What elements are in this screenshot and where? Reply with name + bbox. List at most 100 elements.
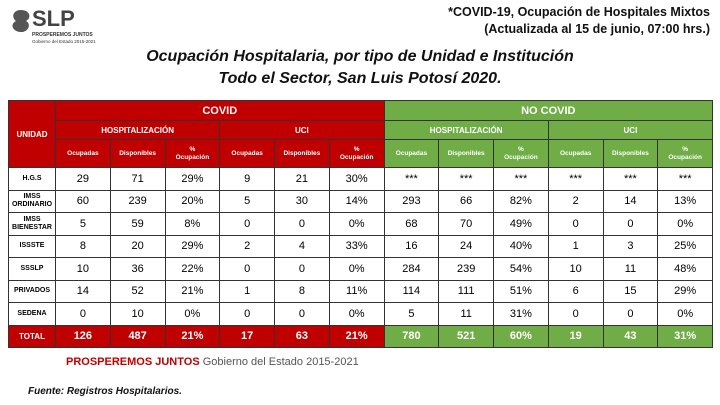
table-cell: 9	[219, 167, 275, 191]
table-cell: 40%	[493, 234, 549, 258]
subgroup-header: HOSPITALIZACIÓN	[383, 120, 549, 140]
table-cell: 0	[547, 302, 604, 326]
total-cell: 21%	[164, 324, 221, 348]
table-row: IMSS BIENESTAR 5 59 8% 0 0 0% 68 70 49% 0 0 0%	[8, 212, 714, 236]
total-cell: 63	[274, 324, 330, 348]
unit-header: UNIDAD	[8, 100, 56, 168]
table-cell: 5	[383, 302, 440, 326]
table-row: UNIDAD COVID NO COVID	[8, 100, 714, 168]
column-header: Ocupadas	[383, 139, 440, 168]
table-cell: 21	[274, 167, 330, 191]
table-cell: 0%	[657, 212, 714, 236]
table-cell: 71	[109, 167, 166, 191]
occupancy-table: UNIDAD COVID NO COVID HOSPITALIZACIÓN UCI HOS…	[8, 100, 714, 348]
group-header: NO COVID	[383, 100, 714, 121]
title-line: Ocupación Hospitalaria, por tipo de Unid…	[146, 48, 574, 65]
header-updated: (Actualizada al 15 de junio, 07:00 hrs.)	[484, 22, 710, 36]
column-header: Ocupadas	[219, 139, 275, 168]
total-cell: 43	[602, 324, 659, 348]
table-cell: 1	[219, 279, 275, 303]
table-row: TOTAL 126 487 21% 17 63 21% 780 521 60% 19 43 31%	[8, 324, 714, 348]
table-cell: 0	[55, 302, 111, 326]
header: *COVID-19, Ocupación de Hospitales Mixto…	[448, 4, 710, 38]
table-cell: 0%	[328, 302, 385, 326]
table-cell: 20	[109, 234, 166, 258]
table-cell: ***	[602, 167, 659, 191]
column-header: Disponibles	[109, 139, 166, 168]
table-cell: 0%	[164, 302, 221, 326]
table-cell: 60	[55, 189, 111, 213]
table-cell: 2	[219, 234, 275, 258]
table-cell: 8%	[164, 212, 221, 236]
row-label: IMSS BIENESTAR	[8, 212, 56, 236]
total-cell: 60%	[493, 324, 549, 348]
table-cell: 8	[55, 234, 111, 258]
table-cell: 48%	[657, 257, 714, 281]
table-cell: 0	[602, 212, 659, 236]
table-cell: 24	[438, 234, 495, 258]
table-cell: 239	[109, 189, 166, 213]
table-cell: 82%	[493, 189, 549, 213]
logo-name: SLP	[32, 6, 75, 31]
table-cell: 49%	[493, 212, 549, 236]
table-cell: 15	[602, 279, 659, 303]
table-row: ISSSTE 8 20 29% 2 4 33% 16 24 40% 1 3 25%	[8, 234, 714, 258]
table-cell: 6	[547, 279, 604, 303]
table-cell: ***	[657, 167, 714, 191]
total-label: TOTAL	[8, 324, 56, 348]
column-header: Disponibles	[438, 139, 495, 168]
table-row: SSSLP 10 36 22% 0 0 0% 284 239 54% 10 11 48%	[8, 257, 714, 281]
table-cell: 25%	[657, 234, 714, 258]
total-cell: 31%	[657, 324, 714, 348]
logo-subtitle: Gobierno del Estado 2015-2021	[32, 39, 96, 44]
source: Fuente: Registros Hospitalarios.	[28, 386, 182, 397]
table-cell: 10	[109, 302, 166, 326]
table-cell: 10	[55, 257, 111, 281]
table-cell: 11	[438, 302, 495, 326]
total-cell: 21%	[328, 324, 385, 348]
table-cell: 111	[438, 279, 495, 303]
table-cell: 14	[55, 279, 111, 303]
total-cell: 780	[383, 324, 440, 348]
total-cell: 17	[219, 324, 275, 348]
table-cell: 3	[602, 234, 659, 258]
table-cell: ***	[547, 167, 604, 191]
total-cell: 19	[547, 324, 604, 348]
table-cell: 29%	[164, 167, 221, 191]
title: Ocupación Hospitalaria, por tipo de Unid…	[0, 46, 720, 90]
column-header: Ocupadas	[547, 139, 604, 168]
table-cell: 0	[219, 257, 275, 281]
row-label: SEDENA	[8, 302, 56, 326]
table-cell: 10	[547, 257, 604, 281]
total-cell: 521	[438, 324, 495, 348]
table-cell: 5	[219, 189, 275, 213]
total-cell: 487	[109, 324, 166, 348]
table-cell: 13%	[657, 189, 714, 213]
table-cell: 0	[274, 257, 330, 281]
column-header: % Ocupación	[493, 139, 549, 168]
table-row: Ocupadas Disponibles% Ocupación Ocupadas Di…	[9, 139, 714, 168]
table-cell: 11	[602, 257, 659, 281]
table-cell: 21%	[164, 279, 221, 303]
table-cell: 5	[55, 212, 111, 236]
table-cell: 33%	[328, 234, 385, 258]
row-label: H.G.S	[8, 167, 56, 191]
table-cell: 59	[109, 212, 166, 236]
table-cell: 29%	[164, 234, 221, 258]
column-header: Disponibles	[602, 139, 659, 168]
table-cell: 2	[547, 189, 604, 213]
footer-government: Gobierno del Estado 2015-2021	[202, 356, 359, 368]
column-header: Ocupadas	[55, 139, 111, 168]
table-cell: 0	[274, 302, 330, 326]
table-cell: 29%	[657, 279, 714, 303]
subgroup-header: UCI	[547, 120, 714, 140]
table-cell: 68	[383, 212, 440, 236]
table-cell: 70	[438, 212, 495, 236]
group-header: COVID	[55, 100, 385, 121]
table-cell: 0%	[328, 257, 385, 281]
table-cell: 14	[602, 189, 659, 213]
table-cell: 239	[438, 257, 495, 281]
subgroup-header: UCI	[219, 120, 385, 140]
table-cell: 51%	[493, 279, 549, 303]
